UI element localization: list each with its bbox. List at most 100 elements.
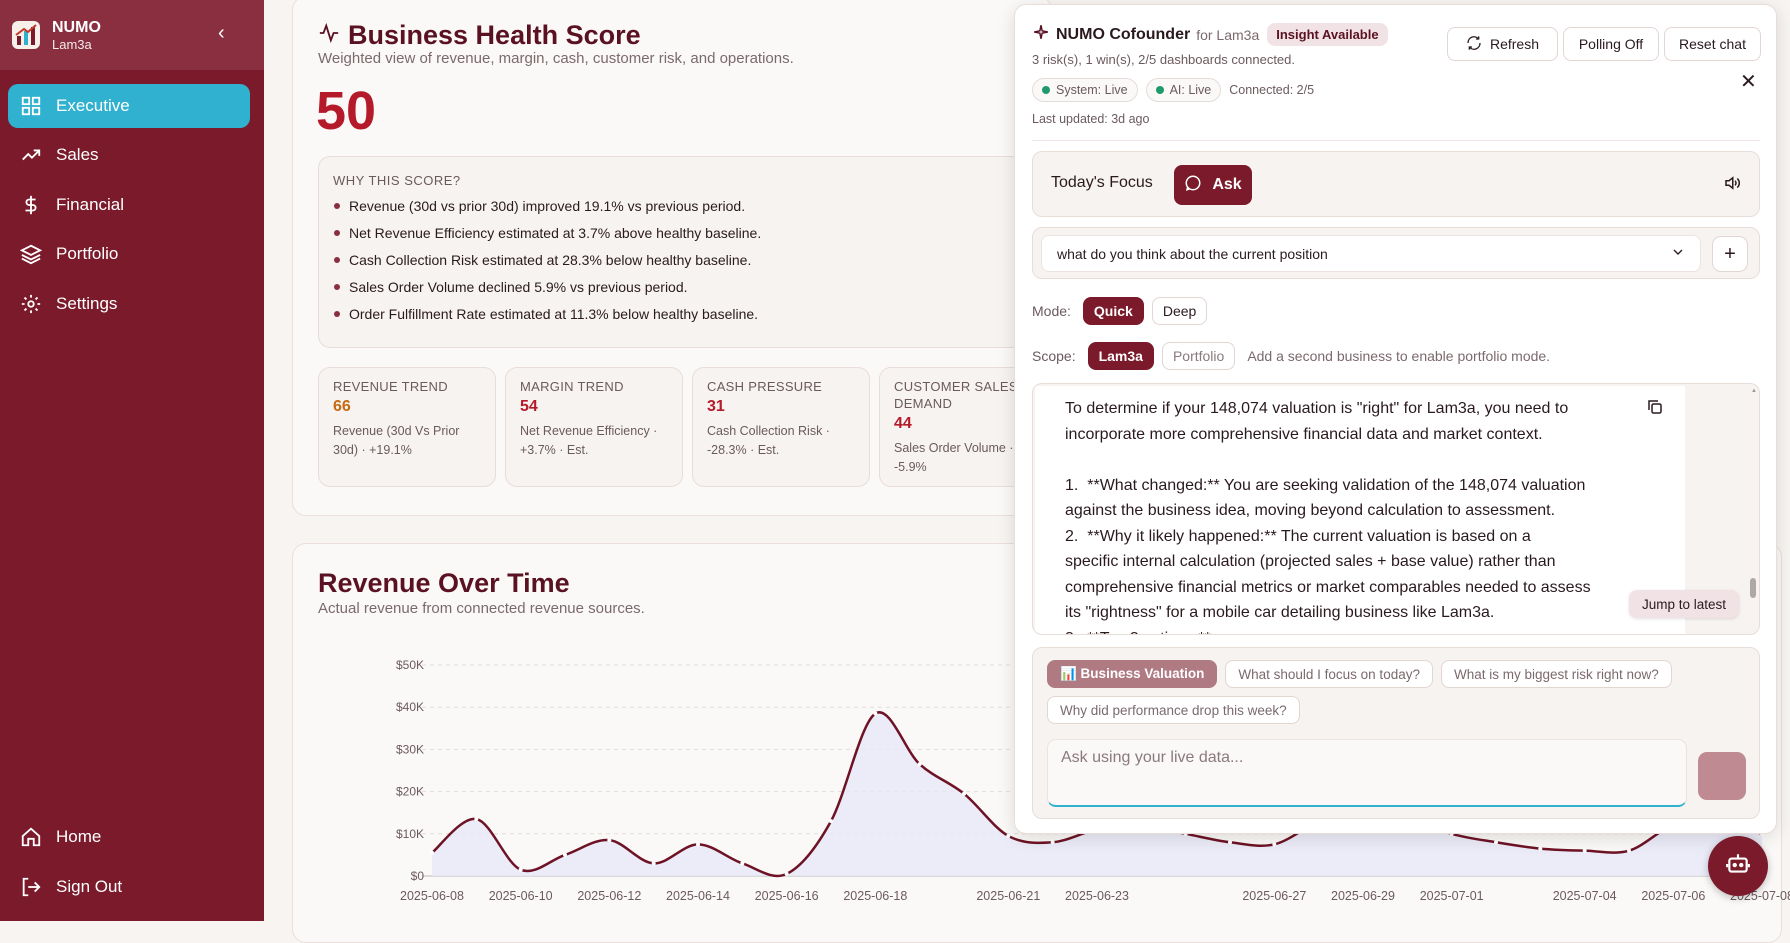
- revenue-point[interactable]: [917, 762, 922, 767]
- ask-button[interactable]: Ask: [1174, 165, 1252, 205]
- revenue-point[interactable]: [962, 791, 966, 796]
- revenue-point[interactable]: [651, 861, 656, 866]
- send-button[interactable]: [1698, 752, 1746, 800]
- metric-card-cash[interactable]: CASH PRESSURE 31 Cash Collection Risk · …: [692, 367, 870, 487]
- polling-button[interactable]: Polling Off: [1563, 27, 1659, 61]
- question-row: what do you think about the current posi…: [1032, 227, 1760, 279]
- why-item: Order Fulfillment Rate estimated at 11.3…: [333, 306, 1063, 322]
- trending-up-icon: [20, 144, 42, 166]
- cofounder-for: for Lam3a: [1196, 26, 1260, 43]
- revenue-point[interactable]: [1050, 840, 1055, 845]
- refresh-label: Refresh: [1489, 36, 1540, 52]
- metric-value: 66: [333, 397, 351, 415]
- sidebar-item-label: Executive: [56, 96, 130, 115]
- health-score-value: 50: [316, 81, 377, 141]
- revenue-point[interactable]: [1627, 848, 1631, 853]
- jump-to-latest-button[interactable]: Jump to latest: [1629, 590, 1740, 618]
- robot-icon: [1725, 851, 1751, 882]
- assistant-message: To determine if your 148,074 valuation i…: [1035, 386, 1685, 634]
- speaker-icon[interactable]: [1723, 174, 1741, 197]
- message-line: incorporate more comprehensive financial…: [1065, 425, 1543, 443]
- assistant-fab-button[interactable]: [1708, 836, 1768, 896]
- sidebar-item-sign-out[interactable]: Sign Out: [8, 865, 250, 909]
- refresh-button[interactable]: Refresh: [1447, 27, 1558, 61]
- revenue-point[interactable]: [474, 817, 479, 822]
- x-tick-label: 2025-06-10: [489, 889, 553, 903]
- sidebar-item-executive[interactable]: Executive: [8, 84, 250, 128]
- sidebar-item-settings[interactable]: Settings: [8, 282, 250, 326]
- home-icon: [20, 826, 42, 848]
- plus-icon: +: [1724, 242, 1736, 265]
- suggestion-chip[interactable]: Why did performance drop this week?: [1047, 696, 1300, 724]
- polling-label: Polling Off: [1578, 36, 1644, 52]
- revenue-point[interactable]: [1272, 842, 1277, 847]
- status-dot-icon: [1155, 86, 1164, 94]
- revenue-point[interactable]: [873, 711, 878, 716]
- scrollbar[interactable]: ▲: [1749, 388, 1757, 632]
- cofounder-summary: 3 risk(s), 1 win(s), 2/5 dashboards conn…: [1032, 52, 1296, 67]
- why-score-box: WHY THIS SCORE? Revenue (30d vs prior 30…: [318, 156, 1078, 348]
- scope-lam3a-chip[interactable]: Lam3a: [1087, 342, 1154, 370]
- revenue-point[interactable]: [430, 850, 434, 855]
- scroll-thumb[interactable]: [1750, 578, 1756, 598]
- brand-name: NUMO: [52, 18, 101, 36]
- scroll-up-icon[interactable]: ▲: [1751, 388, 1757, 394]
- y-tick-label: $50K: [396, 658, 424, 672]
- collapse-sidebar-icon[interactable]: ‹: [218, 22, 225, 44]
- chat-input[interactable]: Ask using your live data...: [1047, 739, 1687, 807]
- cofounder-title: NUMO Cofounder: [1056, 25, 1191, 43]
- sidebar-item-label: Financial: [56, 195, 125, 214]
- y-tick-label: $20K: [396, 785, 424, 799]
- sparkle-icon: [1032, 23, 1050, 46]
- revenue-point[interactable]: [1582, 848, 1587, 853]
- revenue-point[interactable]: [607, 838, 612, 843]
- revenue-point[interactable]: [1228, 840, 1232, 845]
- why-item: Cash Collection Risk estimated at 28.3% …: [333, 252, 1063, 268]
- revenue-point[interactable]: [1538, 846, 1543, 851]
- chat-input-placeholder: Ask using your live data...: [1061, 749, 1244, 766]
- sidebar-item-label: Settings: [56, 294, 118, 313]
- revenue-point[interactable]: [1494, 840, 1498, 845]
- revenue-area: [432, 712, 1762, 876]
- revenue-point[interactable]: [829, 819, 833, 824]
- revenue-point[interactable]: [1006, 833, 1011, 838]
- why-item: Revenue (30d vs prior 30d) improved 19.1…: [333, 198, 1063, 214]
- metric-card-margin[interactable]: MARGIN TREND 54 Net Revenue Efficiency ·…: [505, 367, 683, 487]
- mode-quick-chip[interactable]: Quick: [1082, 297, 1144, 325]
- revenue-point[interactable]: [518, 867, 523, 872]
- composer-area: 📊 Business Valuation What should I focus…: [1032, 647, 1760, 819]
- health-title-row: Business Health Score: [318, 20, 641, 51]
- question-select[interactable]: what do you think about the current posi…: [1041, 235, 1701, 272]
- mode-deep-chip[interactable]: Deep: [1151, 297, 1208, 325]
- brand-header[interactable]: NUMO Lam3a ‹: [0, 0, 264, 70]
- x-tick-label: 2025-06-29: [1331, 889, 1395, 903]
- chat-messages[interactable]: To determine if your 148,074 valuation i…: [1032, 383, 1760, 635]
- revenue-point[interactable]: [740, 861, 745, 866]
- metric-detail: Revenue (30d Vs Prior 30d) · +19.1%: [333, 423, 460, 457]
- metric-card-revenue[interactable]: REVENUE TREND 66 Revenue (30d Vs Prior 3…: [318, 367, 496, 487]
- scope-portfolio-chip[interactable]: Portfolio: [1161, 342, 1236, 370]
- revenue-point[interactable]: [696, 842, 700, 847]
- sidebar-item-home[interactable]: Home: [8, 815, 250, 859]
- add-question-button[interactable]: +: [1712, 236, 1748, 272]
- health-subtitle: Weighted view of revenue, margin, cash, …: [318, 50, 794, 67]
- sidebar-item-label: Sales: [56, 145, 99, 164]
- sidebar-item-financial[interactable]: Financial: [8, 183, 250, 227]
- copy-icon[interactable]: [1646, 398, 1664, 421]
- last-updated: Last updated: 3d ago: [1032, 112, 1150, 126]
- sidebar-item-portfolio[interactable]: Portfolio: [8, 232, 250, 276]
- metric-heading: CUSTOMER SALES DEMAND: [894, 379, 1018, 411]
- revenue-point[interactable]: [784, 871, 789, 876]
- message-line: 1. **What changed:** You are seeking val…: [1065, 476, 1586, 494]
- chevron-down-icon: [1670, 244, 1686, 263]
- revenue-point[interactable]: [563, 852, 567, 857]
- scope-label: Scope:: [1032, 348, 1076, 364]
- suggestion-chip[interactable]: 📊 Business Valuation: [1047, 660, 1218, 688]
- reset-chat-button[interactable]: Reset chat: [1664, 27, 1761, 61]
- suggestion-chip[interactable]: What should I focus on today?: [1225, 660, 1433, 688]
- layers-icon: [20, 243, 42, 265]
- x-tick-label: 2025-06-08: [400, 889, 464, 903]
- suggestion-chip[interactable]: What is my biggest risk right now?: [1440, 660, 1672, 688]
- sidebar-item-sales[interactable]: Sales: [8, 133, 250, 177]
- close-icon[interactable]: ✕: [1740, 71, 1757, 93]
